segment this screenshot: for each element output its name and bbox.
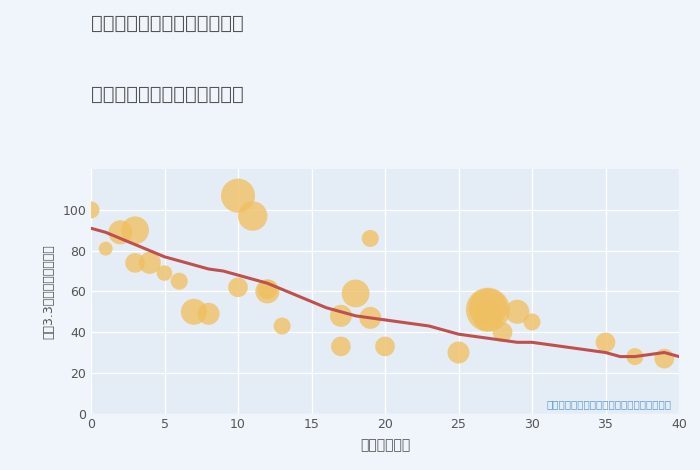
Point xyxy=(130,259,141,266)
Point xyxy=(482,304,493,312)
Point xyxy=(629,353,641,360)
Point xyxy=(453,349,464,356)
Point xyxy=(232,283,244,291)
Point xyxy=(232,192,244,199)
Point xyxy=(174,277,185,285)
Point xyxy=(188,308,199,315)
Point xyxy=(365,314,376,321)
Point xyxy=(526,318,538,326)
Point xyxy=(335,312,346,320)
Point xyxy=(350,290,361,297)
Point xyxy=(659,355,670,362)
Point xyxy=(276,322,288,330)
Text: 円の大きさは、取引のあった物件面積を示す: 円の大きさは、取引のあった物件面積を示す xyxy=(547,400,672,409)
Point xyxy=(85,206,97,214)
Point xyxy=(482,312,493,320)
Point xyxy=(600,338,611,346)
Point xyxy=(335,343,346,350)
Point xyxy=(365,235,376,242)
Y-axis label: 坪（3.3㎡）単価（万円）: 坪（3.3㎡）単価（万円） xyxy=(42,244,55,339)
X-axis label: 築年数（年）: 築年数（年） xyxy=(360,439,410,453)
Text: 築年数別中古マンション価格: 築年数別中古マンション価格 xyxy=(91,85,244,103)
Point xyxy=(203,310,214,318)
Point xyxy=(115,228,126,236)
Point xyxy=(497,329,508,336)
Point xyxy=(262,286,273,293)
Point xyxy=(159,269,170,277)
Point xyxy=(100,245,111,252)
Point xyxy=(247,212,258,220)
Text: 岐阜県加茂郡白川町水戸野の: 岐阜県加茂郡白川町水戸野の xyxy=(91,14,244,33)
Point xyxy=(262,288,273,295)
Point xyxy=(144,259,155,266)
Point xyxy=(130,227,141,234)
Point xyxy=(512,308,523,315)
Point xyxy=(482,306,493,313)
Point xyxy=(379,343,391,350)
